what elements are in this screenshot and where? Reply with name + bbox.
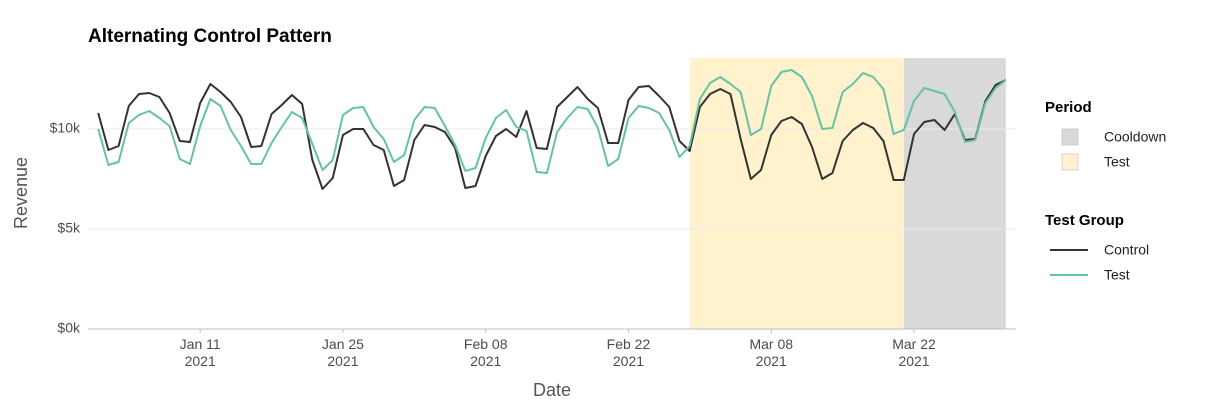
y-tick-label: $5k (57, 220, 81, 236)
x-tick-label: Feb 22 2021 (607, 336, 651, 369)
chart-title: Alternating Control Pattern (88, 26, 332, 47)
plot-layer (88, 58, 1016, 330)
legend-label: Control (1104, 242, 1149, 258)
y-axis-title: Revenue (11, 157, 31, 229)
series-line (97, 69, 1007, 174)
legend-label: Test (1104, 267, 1130, 283)
x-tick-label: Mar 22 2021 (892, 336, 936, 369)
legend-label: Cooldown (1104, 129, 1166, 145)
x-tick-label: Jan 11 2021 (180, 336, 221, 369)
series-line (97, 79, 1007, 190)
x-tick-label: Mar 08 2021 (749, 336, 793, 369)
legend-key (1061, 128, 1079, 146)
x-tick-label: Jan 25 2021 (322, 336, 364, 369)
legend-label: Test (1104, 154, 1130, 170)
legend-title: Period (1045, 99, 1092, 116)
x-axis-title: Date (533, 380, 571, 400)
legend-key (1061, 153, 1079, 171)
x-tick-label: Feb 08 2021 (464, 336, 508, 369)
y-tick-label: $10k (50, 120, 81, 136)
period-band (903, 58, 1006, 329)
legend-title: Test Group (1045, 212, 1124, 229)
period-band (689, 58, 904, 329)
y-tick-label: $0k (57, 320, 81, 336)
